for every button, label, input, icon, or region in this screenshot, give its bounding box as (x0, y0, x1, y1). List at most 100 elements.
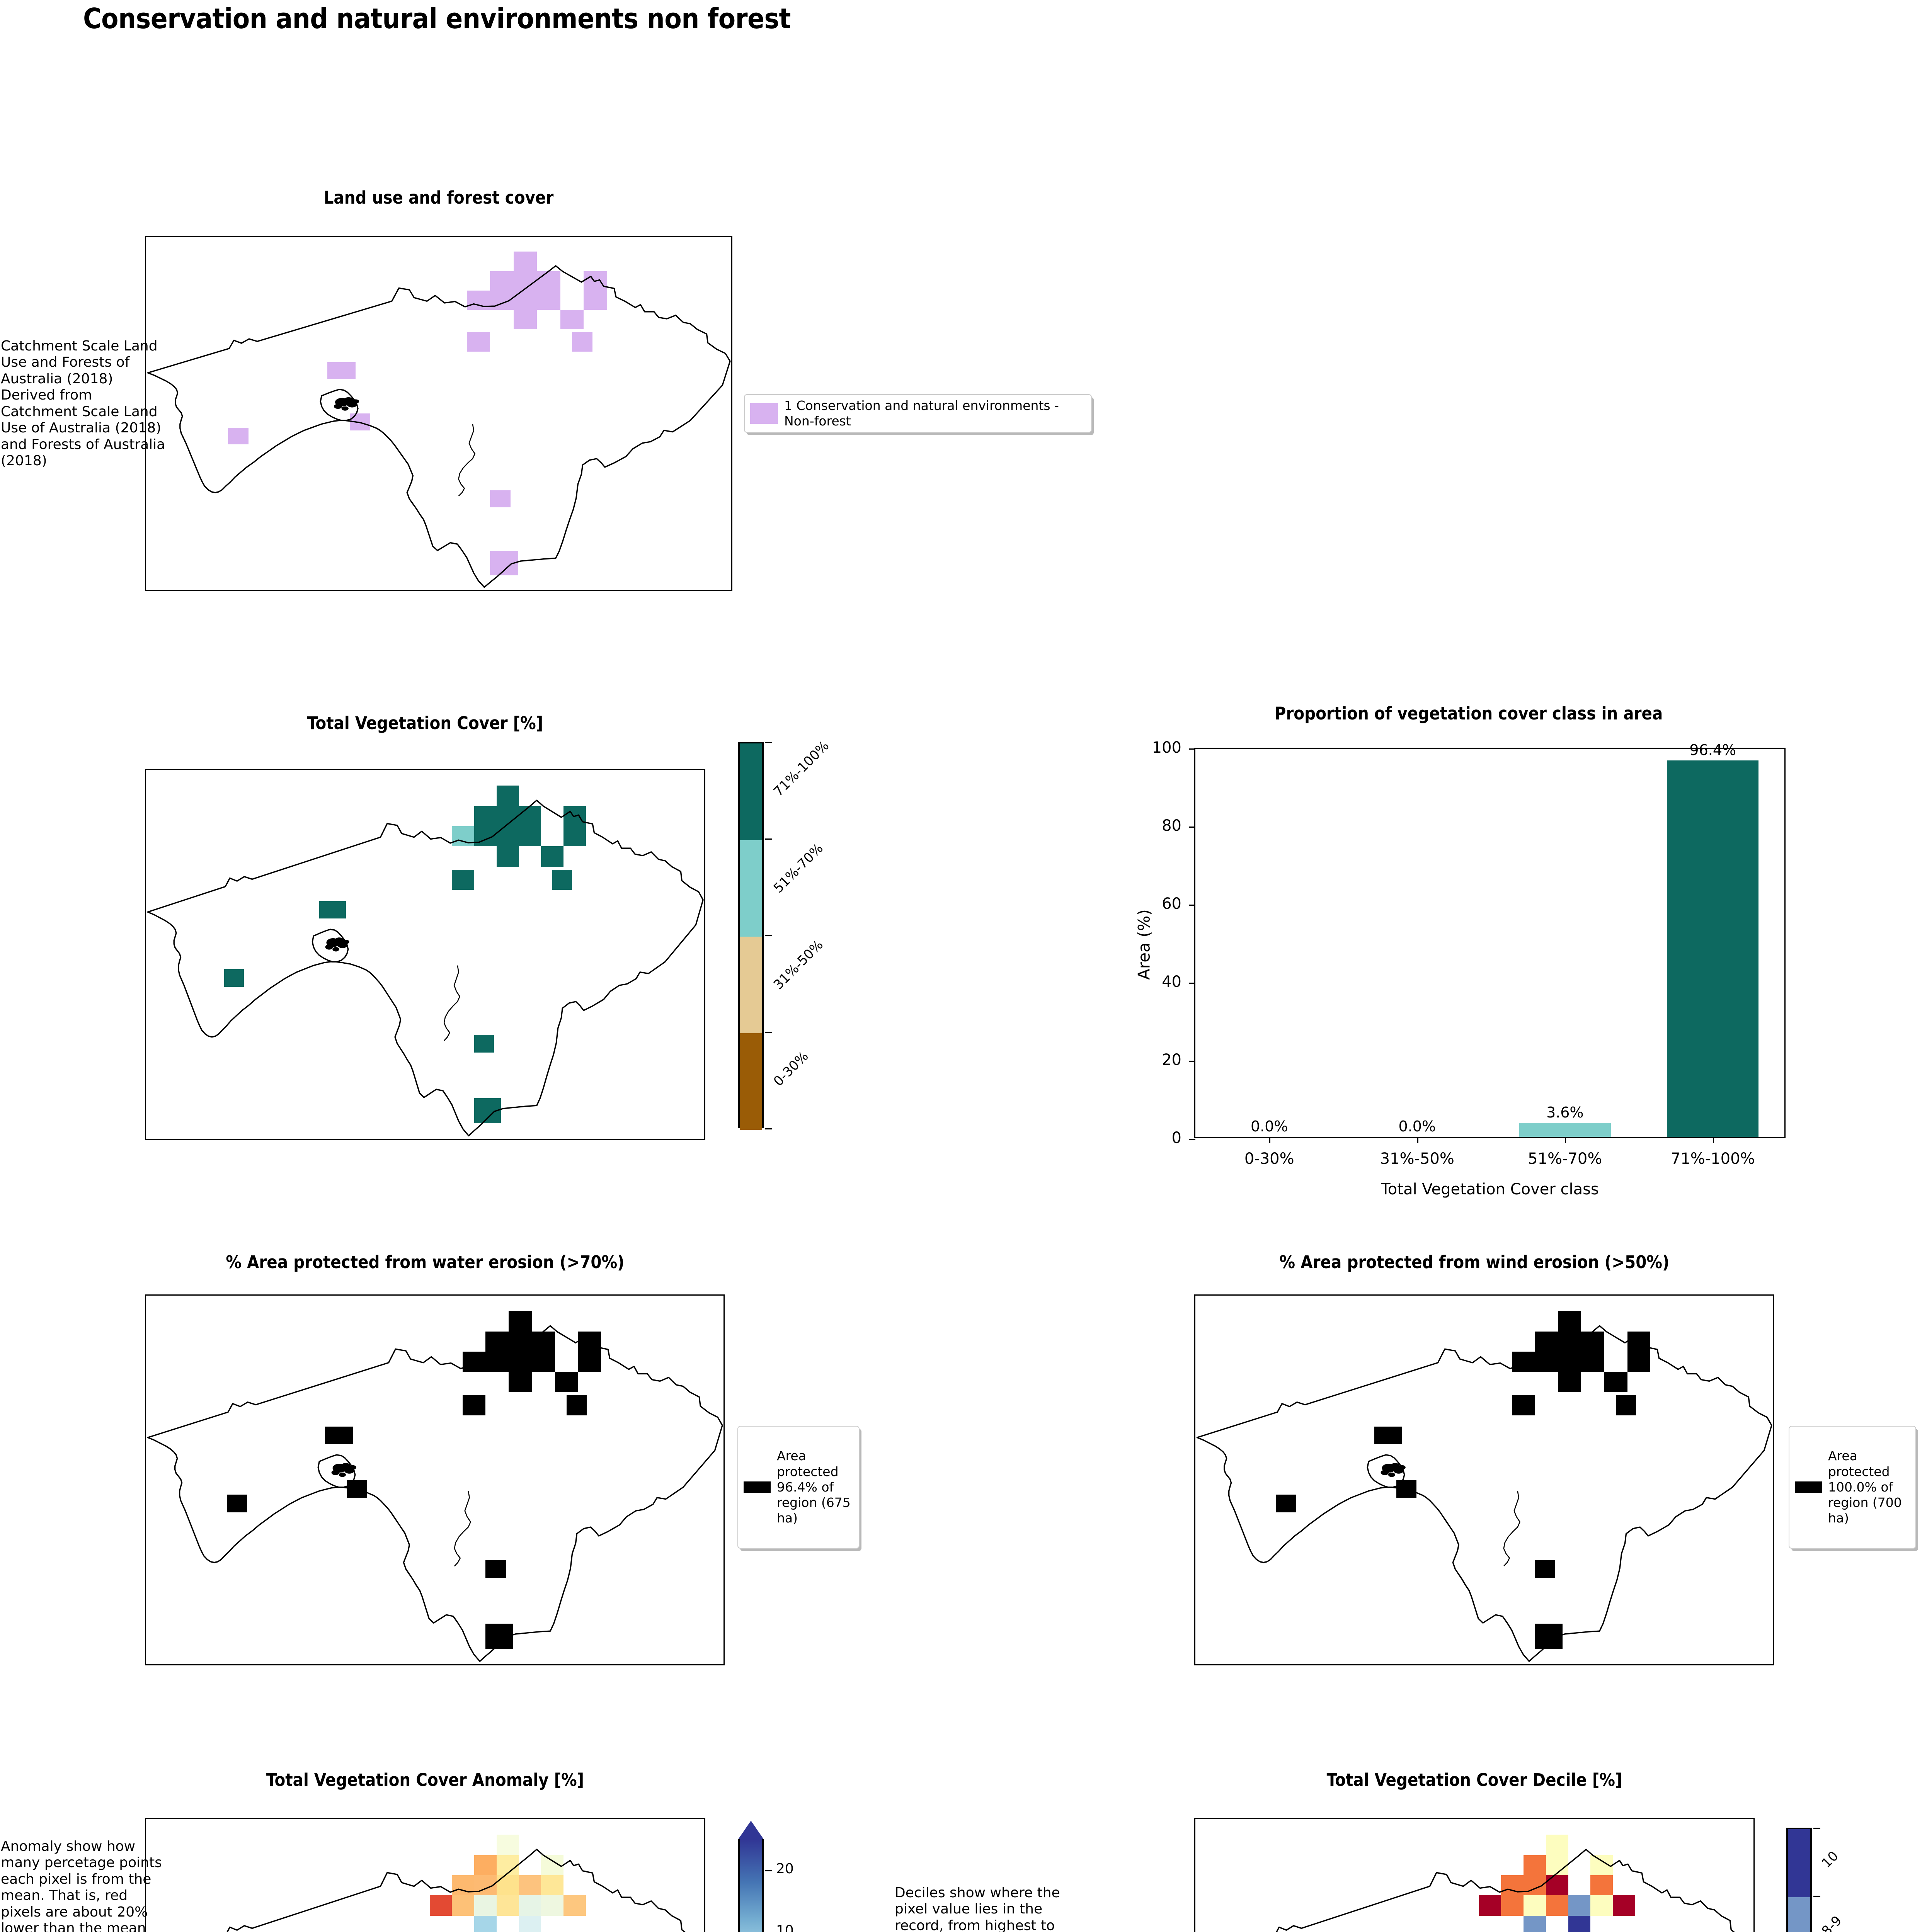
map-pixel (509, 1372, 532, 1392)
vegcover-colorbar[interactable]: 0-30% 31%-50% 51%-70% 71%-100% (734, 726, 858, 1155)
map-pixel (325, 1426, 353, 1444)
map-pixel (537, 271, 560, 291)
barchart-y-tick (1189, 1139, 1195, 1140)
colorbar-tick (765, 1128, 772, 1129)
barchart-bar[interactable] (1667, 760, 1759, 1137)
colorbar-segment (1788, 1829, 1810, 1897)
barchart-y-tick-label: 40 (1162, 973, 1181, 991)
map-pixel (496, 1855, 519, 1875)
colorbar-tick (765, 1032, 772, 1033)
anomaly-map[interactable] (145, 1818, 705, 1932)
map-pixel (496, 1895, 519, 1916)
map-pixel (578, 1352, 601, 1372)
map-pixel (474, 806, 519, 826)
map-pixel (1558, 1311, 1581, 1332)
colorbar-tick (765, 838, 772, 840)
barchart-y-tick-label: 100 (1152, 739, 1181, 757)
wind-erosion-map-canvas (1195, 1296, 1773, 1664)
map-pixel (1546, 1835, 1568, 1855)
barchart-y-tick (1189, 1061, 1195, 1062)
vegcover-map-canvas (146, 770, 704, 1139)
catchment-outline (146, 1819, 704, 1932)
map-pixel (1604, 1372, 1627, 1392)
barchart-y-axis-label: Area (%) (1134, 909, 1154, 980)
colorbar-label: 0-30% (770, 1048, 812, 1090)
map-pixel (1590, 1895, 1613, 1916)
decile-panel-title: Total Vegetation Cover Decile [%] (1326, 1770, 1622, 1790)
barchart-y-tick (1189, 905, 1195, 906)
map-pixel (541, 1895, 564, 1916)
colorbar-tick (765, 935, 772, 936)
barchart-y-tick (1189, 827, 1195, 828)
map-pixel (560, 310, 584, 330)
map-axis-tick (219, 1139, 220, 1140)
map-axis-tick (330, 1139, 332, 1140)
landuse-panel-title: Land use and forest cover (323, 187, 554, 208)
map-pixel (1524, 1895, 1546, 1916)
map-pixel (485, 1560, 506, 1578)
decile-colorbar[interactable]: 12-34-78-910 (1782, 1812, 1910, 1932)
colorbar-label: 20 (776, 1861, 794, 1877)
map-axis-tick (1194, 1845, 1195, 1846)
map-axis-tick (1194, 1321, 1195, 1323)
map-pixel (496, 1835, 519, 1855)
landuse-legend[interactable]: 1 Conservation and natural environments … (744, 394, 1092, 433)
map-pixel (1615, 1395, 1636, 1416)
anomaly-map-canvas (146, 1819, 704, 1932)
map-pixel (513, 252, 537, 271)
anomaly-colorbar[interactable]: 20100−10−20 (734, 1812, 858, 1932)
map-axis-tick (1194, 1616, 1195, 1617)
catchment-outline (146, 1296, 723, 1664)
water-erosion-legend-swatch (744, 1481, 771, 1493)
decile-sidenote: Deciles show where the pixel value lies … (895, 1885, 1060, 1932)
water-erosion-legend-label: Area protected 96.4% of region (675 ha) (777, 1448, 851, 1526)
map-pixel (513, 310, 537, 330)
map-pixel (1546, 1895, 1568, 1916)
colorbar-tick (1813, 1896, 1820, 1897)
barchart-x-tick-label: 31%-50% (1380, 1150, 1454, 1168)
map-pixel (572, 332, 593, 352)
catchment-outline (146, 237, 731, 590)
barchart-y-tick (1189, 748, 1195, 750)
map-pixel (1568, 1915, 1591, 1932)
anomaly-panel-title: Total Vegetation Cover Anomaly [%] (266, 1770, 584, 1790)
catchment-outline (1195, 1296, 1773, 1664)
barchart-x-tick (1269, 1137, 1271, 1143)
vegcover-panel-title: Total Vegetation Cover [%] (307, 713, 543, 733)
decile-map[interactable] (1194, 1818, 1755, 1932)
map-pixel (519, 1875, 541, 1896)
map-pixel (319, 901, 346, 919)
water-erosion-map[interactable] (145, 1294, 725, 1665)
map-pixel (452, 1895, 475, 1916)
barchart-y-tick-label: 80 (1162, 817, 1181, 835)
landuse-map-canvas (146, 237, 731, 590)
barchart-plot-area: 0 20 40 60 80 100 0.0% 0-30% 0.0% 31%-50% 3.6% 51%-… (1152, 739, 1786, 1168)
barchart-x-axis-label: Total Vegetation Cover class (1381, 1180, 1599, 1198)
wind-erosion-map[interactable] (1194, 1294, 1774, 1665)
map-pixel (474, 1034, 494, 1053)
map-pixel (541, 846, 564, 867)
colorbar-tick (765, 1870, 772, 1871)
vegcover-map[interactable] (145, 769, 705, 1140)
colorbar-label: 8-9 (1818, 1913, 1845, 1932)
barchart-title: Proportion of vegetation cover class in … (1274, 703, 1663, 724)
map-axis-tick (1194, 1395, 1195, 1396)
map-pixel (462, 1395, 486, 1416)
barchart-bar[interactable] (1519, 1122, 1611, 1137)
landuse-map[interactable] (145, 236, 732, 591)
map-pixel (555, 1372, 578, 1392)
water-erosion-legend[interactable]: Area protected 96.4% of region (675 ha) (737, 1426, 860, 1549)
map-pixel (541, 1875, 564, 1896)
landuse-sidenote: Catchment Scale Land Use and Forests of … (1, 338, 165, 469)
landuse-legend-label: 1 Conservation and natural environments … (784, 398, 1059, 429)
wind-erosion-legend[interactable]: Area protected 100.0% of region (700 ha) (1789, 1426, 1916, 1549)
water-erosion-map-canvas (146, 1296, 723, 1664)
map-pixel (474, 1915, 497, 1932)
colorbar-segment (740, 743, 762, 840)
colorbar-label: 10 (1818, 1848, 1842, 1871)
map-pixel (1546, 1855, 1568, 1875)
colorbar-segment (740, 1033, 762, 1130)
barchart-y-tick-label: 20 (1162, 1051, 1181, 1069)
colorbar-segment (740, 937, 762, 1033)
barchart-x-tick-label: 71%-100% (1670, 1150, 1755, 1168)
